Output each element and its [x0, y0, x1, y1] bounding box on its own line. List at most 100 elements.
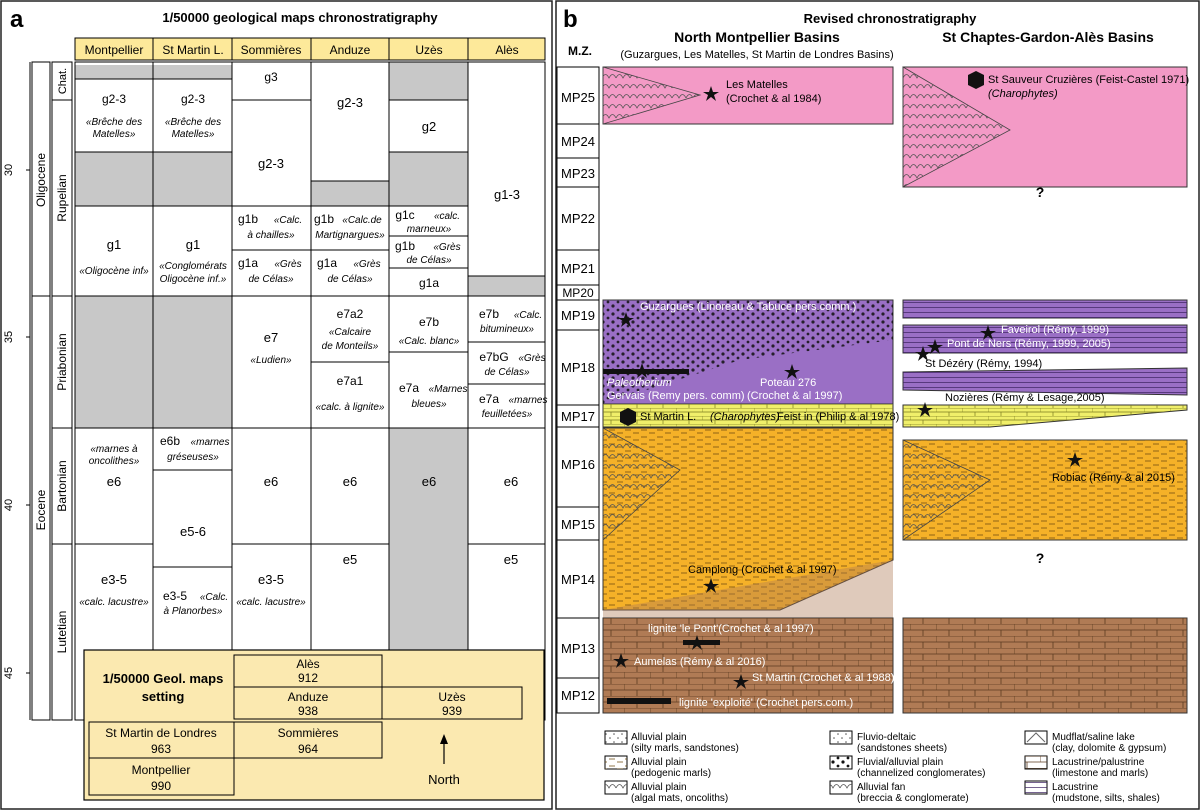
question-upper: ?	[1036, 184, 1045, 200]
cell-al-e7bg: e7bG	[479, 350, 508, 364]
panel-a: a 1/50000 geological maps chronostratigr…	[0, 0, 553, 810]
label-st-martin-feist: Feist in (Philip & al 1978)	[777, 411, 899, 423]
site-markers	[613, 71, 1083, 689]
cell-and-e7a1-desc: «calc. à lignite»	[316, 402, 385, 413]
panel-a-letter: a	[10, 6, 24, 33]
cell-uz-g1c: g1c	[395, 208, 414, 222]
cell-al-e7b-desc: «Calc.	[514, 310, 542, 321]
star-matelles	[703, 86, 719, 101]
label-faveirol: Faveirol (Rémy, 1999)	[1001, 324, 1109, 336]
map-name-uzes: Uzès	[415, 43, 442, 57]
legend-3-l1: Fluvio-deltaic	[857, 732, 916, 743]
legend-5-l1: Alluvial fan	[857, 782, 905, 793]
cell-al-e5: e5	[504, 552, 518, 567]
zone-mp18: MP18	[561, 360, 595, 375]
zone-mp14: MP14	[561, 572, 595, 587]
zone-mp23: MP23	[561, 166, 595, 181]
stage-priabonian: Priabonian	[55, 333, 69, 390]
age-tick-40: 40	[3, 499, 15, 511]
cell-uz-e7b-desc: «Calc. blanc»	[399, 336, 460, 347]
mp-zone-column: MP25 MP24 MP23 MP22 MP21 MP20 MP19 MP18 …	[556, 66, 600, 714]
cell-som-e6: e6	[264, 474, 278, 489]
cell-uz-g1b: g1b	[395, 239, 415, 253]
cell-and-e7a1: e7a1	[337, 374, 364, 388]
map-name-montpellier: Montpellier	[85, 43, 144, 57]
cell-som-g3: g3	[264, 70, 278, 84]
cell-mtp-e35: e3-5	[101, 572, 127, 587]
cell-sml-e6b: e6b	[160, 434, 180, 448]
panel-a-frame	[0, 0, 553, 810]
label-nozieres: Nozières (Rémy & Lesage,2005)	[945, 392, 1105, 404]
star-camplong	[703, 578, 719, 593]
zone-mp24: MP24	[561, 134, 595, 149]
south-basins-section	[902, 66, 1188, 714]
cell-sml-e6b-desc2: gréseuses»	[167, 452, 219, 463]
legend-6-l2: (clay, dolomite & gypsum)	[1052, 743, 1166, 754]
map-name-st-martin: St Martin L.	[162, 43, 223, 57]
column-st-martin: g2-3 «Brêche des Matelles» g1 «Conglomér…	[152, 61, 233, 721]
column-uzes: g2 g1c «calc. marneux» g1b «Grès de Céla…	[388, 61, 469, 721]
label-aumelas: Aumelas (Rémy & al 2016)	[634, 656, 765, 668]
sheet-stmartin-name: St Martin de Londres	[105, 726, 216, 740]
sheet-ales-num: 912	[298, 671, 318, 685]
legend-2-l1: Alluvial plain	[631, 782, 687, 793]
north-arrow-head	[440, 734, 448, 744]
label-st-dezery: St Dézéry (Rémy, 1994)	[925, 358, 1042, 370]
stage-bartonian: Bartonian	[55, 460, 69, 511]
panel-b-title: Revised chronostratigraphy	[804, 11, 977, 26]
north-basins-subtitle: (Guzargues, Les Matelles, St Martin de L…	[620, 49, 893, 61]
age-tick-35: 35	[3, 331, 15, 343]
sheet-montpellier-name: Montpellier	[132, 763, 191, 777]
sheet-ales-name: Alès	[296, 657, 319, 671]
panel-b: b Revised chronostratigraphy M.Z. North …	[555, 0, 1200, 810]
cell-uz-g1c-desc2: marneux»	[407, 224, 452, 235]
legend-1-l2: (pedogenic marls)	[631, 768, 711, 779]
cell-al-e7bg-desc: «Grès	[518, 353, 545, 364]
sheet-uzes-name: Uzès	[438, 690, 465, 704]
label-paleotherium: Paleotherium	[607, 377, 672, 389]
cell-and-e7a2-desc: «Calcaire	[329, 327, 372, 338]
cell-uz-g1c-desc: «calc.	[434, 211, 460, 222]
cell-som-g1a-desc2: de Célas»	[248, 274, 293, 285]
zone-mp25: MP25	[561, 90, 595, 105]
cell-and-g1b: g1b	[314, 212, 334, 226]
cell-som-g1b-desc2: à chailles»	[247, 230, 295, 241]
label-lignite-exploite: lignite 'exploité' (Crochet pers.com.)	[679, 697, 853, 709]
zone-mp19: MP19	[561, 308, 595, 323]
label-matelles-ref: (Crochet & al 1984)	[726, 93, 821, 105]
cell-som-e7: e7	[264, 330, 278, 345]
zone-mp20: MP20	[562, 286, 594, 300]
cell-al-g13: g1-3	[494, 187, 520, 202]
column-ales: g1-3 e7b «Calc. bitumineux» e7bG «Grès d…	[467, 61, 547, 721]
cell-and-g1a-desc2: de Célas»	[327, 274, 372, 285]
label-robiac: Robiac (Rémy & al 2015)	[1052, 472, 1175, 484]
charophyte-icon-st-sauveur	[968, 71, 984, 89]
legend-8-l2: (mudstone, silts, shales)	[1052, 793, 1160, 804]
map-name-ales: Alès	[495, 43, 518, 57]
cell-som-g1a-desc: «Grès	[274, 259, 301, 270]
cell-sml-g1: g1	[186, 237, 200, 252]
label-camplong: Camplong (Crochet & al 1997)	[688, 564, 837, 576]
facies-legend: Alluvial plain (silty marls, sandstones)…	[604, 730, 1166, 804]
cell-som-g23: g2-3	[258, 156, 284, 171]
legend-2-l2: (algal mats, oncoliths)	[631, 793, 728, 804]
cell-uz-g1a: g1a	[419, 276, 439, 290]
cell-and-g23: g2-3	[337, 95, 363, 110]
star-guzargues	[618, 312, 634, 327]
zone-mp15: MP15	[561, 517, 595, 532]
age-tick-45: 45	[3, 667, 15, 679]
cell-uz-g1b-desc: «Grès	[433, 242, 460, 253]
label-poteau-ref: (Crochet & al 1997)	[747, 390, 842, 402]
cell-mtp-e6: e6	[107, 474, 121, 489]
setting-title-2: setting	[142, 689, 185, 704]
star-robiac	[1067, 452, 1083, 467]
mz-header: M.Z.	[568, 44, 592, 58]
panel-b-frame	[555, 0, 1200, 810]
cell-al-e7a-desc2: feuilletées»	[482, 409, 533, 420]
cell-mtp-g23: g2-3	[102, 92, 126, 106]
stratigraphic-columns: Oligocene Eocene Chat. Rupelian Priaboni…	[31, 61, 73, 721]
age-axis: 30 35 40 45	[3, 62, 31, 720]
star-faveirol	[980, 325, 996, 340]
cell-uz-g2: g2	[422, 119, 436, 134]
cell-sml-e6b-desc: «marnes	[191, 437, 230, 448]
